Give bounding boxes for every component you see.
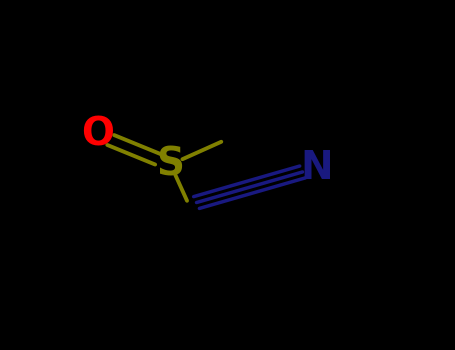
Text: N: N xyxy=(300,149,333,187)
Text: S: S xyxy=(157,146,185,183)
Text: O: O xyxy=(81,116,114,154)
